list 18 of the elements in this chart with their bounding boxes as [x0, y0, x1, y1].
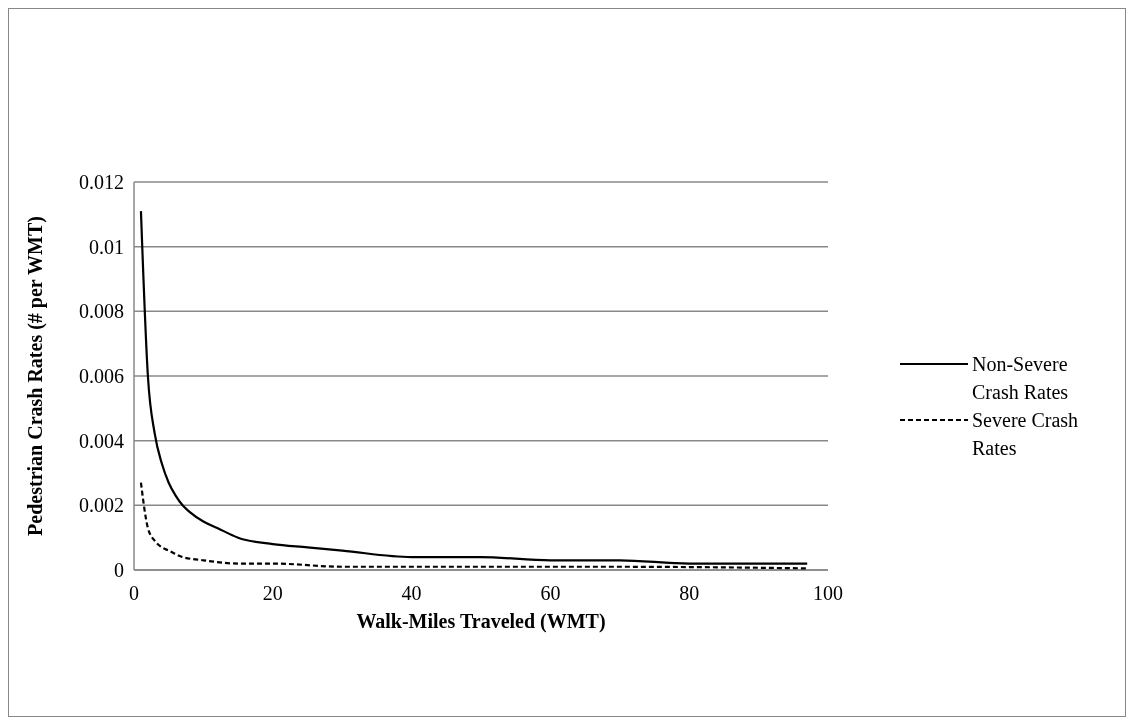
y-tick-label: 0	[114, 559, 124, 581]
x-tick-label: 80	[679, 582, 700, 604]
y-tick-label: 0.004	[79, 429, 124, 452]
x-tick-label: 40	[401, 582, 422, 604]
y-tick-label: 0.006	[79, 365, 124, 387]
x-tick-label: 20	[262, 582, 283, 604]
y-tick-label: 0.012	[79, 171, 124, 193]
x-tick-label: 0	[129, 582, 139, 604]
line-series	[139, 210, 809, 565]
legend-label: Severe Crash Rates	[972, 409, 1079, 459]
legend-label: Non-Severe Crash Rates	[972, 353, 1069, 403]
y-tick-label: 0.002	[79, 494, 124, 517]
x-tick-label: 100	[813, 582, 843, 604]
y-axis-title: Pedestrian Crash Rates (# per WMT)	[24, 216, 47, 536]
y-tick-label: 0.008	[79, 300, 124, 323]
x-axis-title: Walk-Miles Traveled (WMT)	[356, 610, 606, 633]
x-tick-label: 60	[540, 582, 561, 604]
y-tick-label: 0.01	[89, 235, 124, 258]
